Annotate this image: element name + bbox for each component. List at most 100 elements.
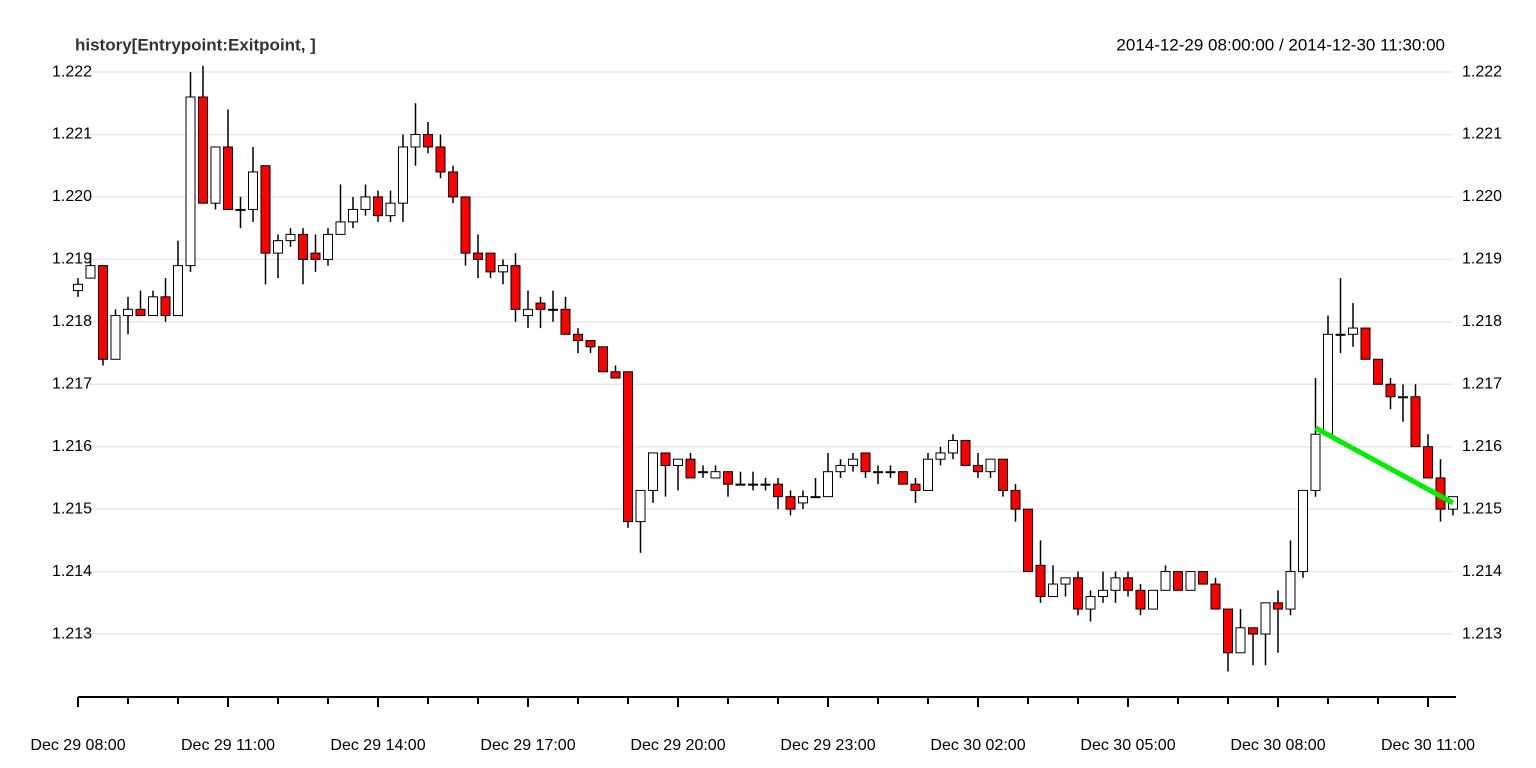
candle-body <box>848 458 858 466</box>
candle-body <box>1148 589 1158 610</box>
candle-body <box>1173 571 1183 591</box>
candle-body <box>173 265 183 317</box>
y-tick-label: 1.220 <box>52 188 92 205</box>
candle-body <box>560 308 571 335</box>
candle-body <box>1060 577 1071 585</box>
candle-body <box>860 452 871 473</box>
candle-body <box>1348 327 1358 335</box>
y-tick-label-right: 1.214 <box>1462 563 1502 580</box>
y-tick-label-right: 1.217 <box>1462 375 1502 392</box>
candle-body <box>1273 602 1283 610</box>
candle-body <box>435 146 446 173</box>
candle-body <box>1323 333 1333 435</box>
candle-body <box>185 96 196 267</box>
y-tick-label: 1.215 <box>52 500 92 517</box>
candle-body <box>1135 589 1146 610</box>
candle-body <box>873 471 883 474</box>
candle-body <box>1223 608 1233 654</box>
y-tick-label-right: 1.221 <box>1462 126 1502 143</box>
candle-body <box>710 471 721 479</box>
candle-body <box>685 458 696 479</box>
candle-body <box>598 346 608 373</box>
y-tick-label-right: 1.222 <box>1462 63 1502 80</box>
candle-body <box>548 308 558 311</box>
candle-body <box>1385 383 1396 398</box>
candle-body <box>248 171 258 210</box>
trend-line <box>1314 425 1455 506</box>
candle-body <box>135 308 146 317</box>
candle-body <box>960 439 971 466</box>
candle-body <box>948 439 958 454</box>
candle-body <box>660 452 671 466</box>
candle-body <box>985 458 996 473</box>
y-tick-label: 1.222 <box>52 63 92 80</box>
candle-body <box>310 252 321 260</box>
candle-body <box>1398 396 1408 399</box>
candle-body <box>1298 489 1308 573</box>
candle-body <box>348 208 358 223</box>
candle-body <box>523 308 533 317</box>
candle-body <box>735 483 746 486</box>
candle-body <box>98 265 108 360</box>
candle-body <box>623 371 633 523</box>
candle-body <box>298 233 308 260</box>
candle-body <box>1085 596 1096 610</box>
candle-body <box>785 496 796 510</box>
candle-body <box>485 252 496 273</box>
y-tick-label-right: 1.213 <box>1462 625 1502 642</box>
y-tick-label-right: 1.220 <box>1462 188 1502 205</box>
candle-body <box>723 471 733 485</box>
candle-body <box>473 252 483 260</box>
candle-body <box>1198 571 1208 585</box>
candle-body <box>360 196 371 210</box>
candle-body <box>110 315 121 360</box>
candle-body <box>160 296 171 317</box>
candle-body <box>935 452 946 460</box>
candle-body <box>1073 577 1083 610</box>
chart-title: history[Entrypoint:Exitpoint, ] <box>75 35 316 54</box>
candle-body <box>810 496 821 499</box>
candle-body <box>260 165 271 254</box>
y-tick-label: 1.216 <box>52 438 92 455</box>
y-tick-label: 1.213 <box>52 625 92 642</box>
candle-body <box>773 483 783 498</box>
candle-body <box>1285 571 1296 610</box>
candle-body <box>1160 571 1171 591</box>
candle-body <box>835 464 846 473</box>
y-tick-label: 1.219 <box>52 251 92 268</box>
candle-body <box>1010 489 1021 510</box>
candle-body <box>1260 602 1271 635</box>
candle-body <box>910 483 921 491</box>
candle-body <box>210 146 221 204</box>
candle-body <box>73 283 83 292</box>
y-tick-label-right: 1.219 <box>1462 251 1502 268</box>
candle-body <box>398 146 408 204</box>
candle-body <box>460 196 471 254</box>
candle-body <box>698 471 708 474</box>
candle-body <box>323 233 333 260</box>
candle-body <box>1410 396 1421 448</box>
y-tick-label: 1.218 <box>52 313 92 330</box>
candle-body <box>1423 446 1433 479</box>
candle-body <box>1235 627 1246 654</box>
candle-body <box>1335 333 1346 336</box>
candle-body <box>1023 508 1033 573</box>
candle-body <box>198 96 208 204</box>
candle-body <box>760 483 771 486</box>
candle-body <box>1210 583 1221 610</box>
candle-body <box>1098 589 1108 598</box>
candle-body <box>1123 577 1133 591</box>
x-tick-label: Dec 29 14:00 <box>330 737 425 754</box>
x-tick-label: Dec 30 02:00 <box>930 737 1025 754</box>
candle-body <box>410 133 421 148</box>
candle-body <box>648 452 658 491</box>
x-tick-label: Dec 29 20:00 <box>630 737 725 754</box>
candle-body <box>148 296 158 317</box>
candle-body <box>748 483 758 486</box>
x-tick-label: Dec 30 11:00 <box>1381 737 1475 754</box>
candle-body <box>1360 327 1371 360</box>
y-tick-label-right: 1.216 <box>1462 438 1502 455</box>
x-tick-label: Dec 30 08:00 <box>1230 737 1325 754</box>
x-tick-label: Dec 29 08:00 <box>30 737 125 754</box>
candle-body <box>635 489 646 523</box>
